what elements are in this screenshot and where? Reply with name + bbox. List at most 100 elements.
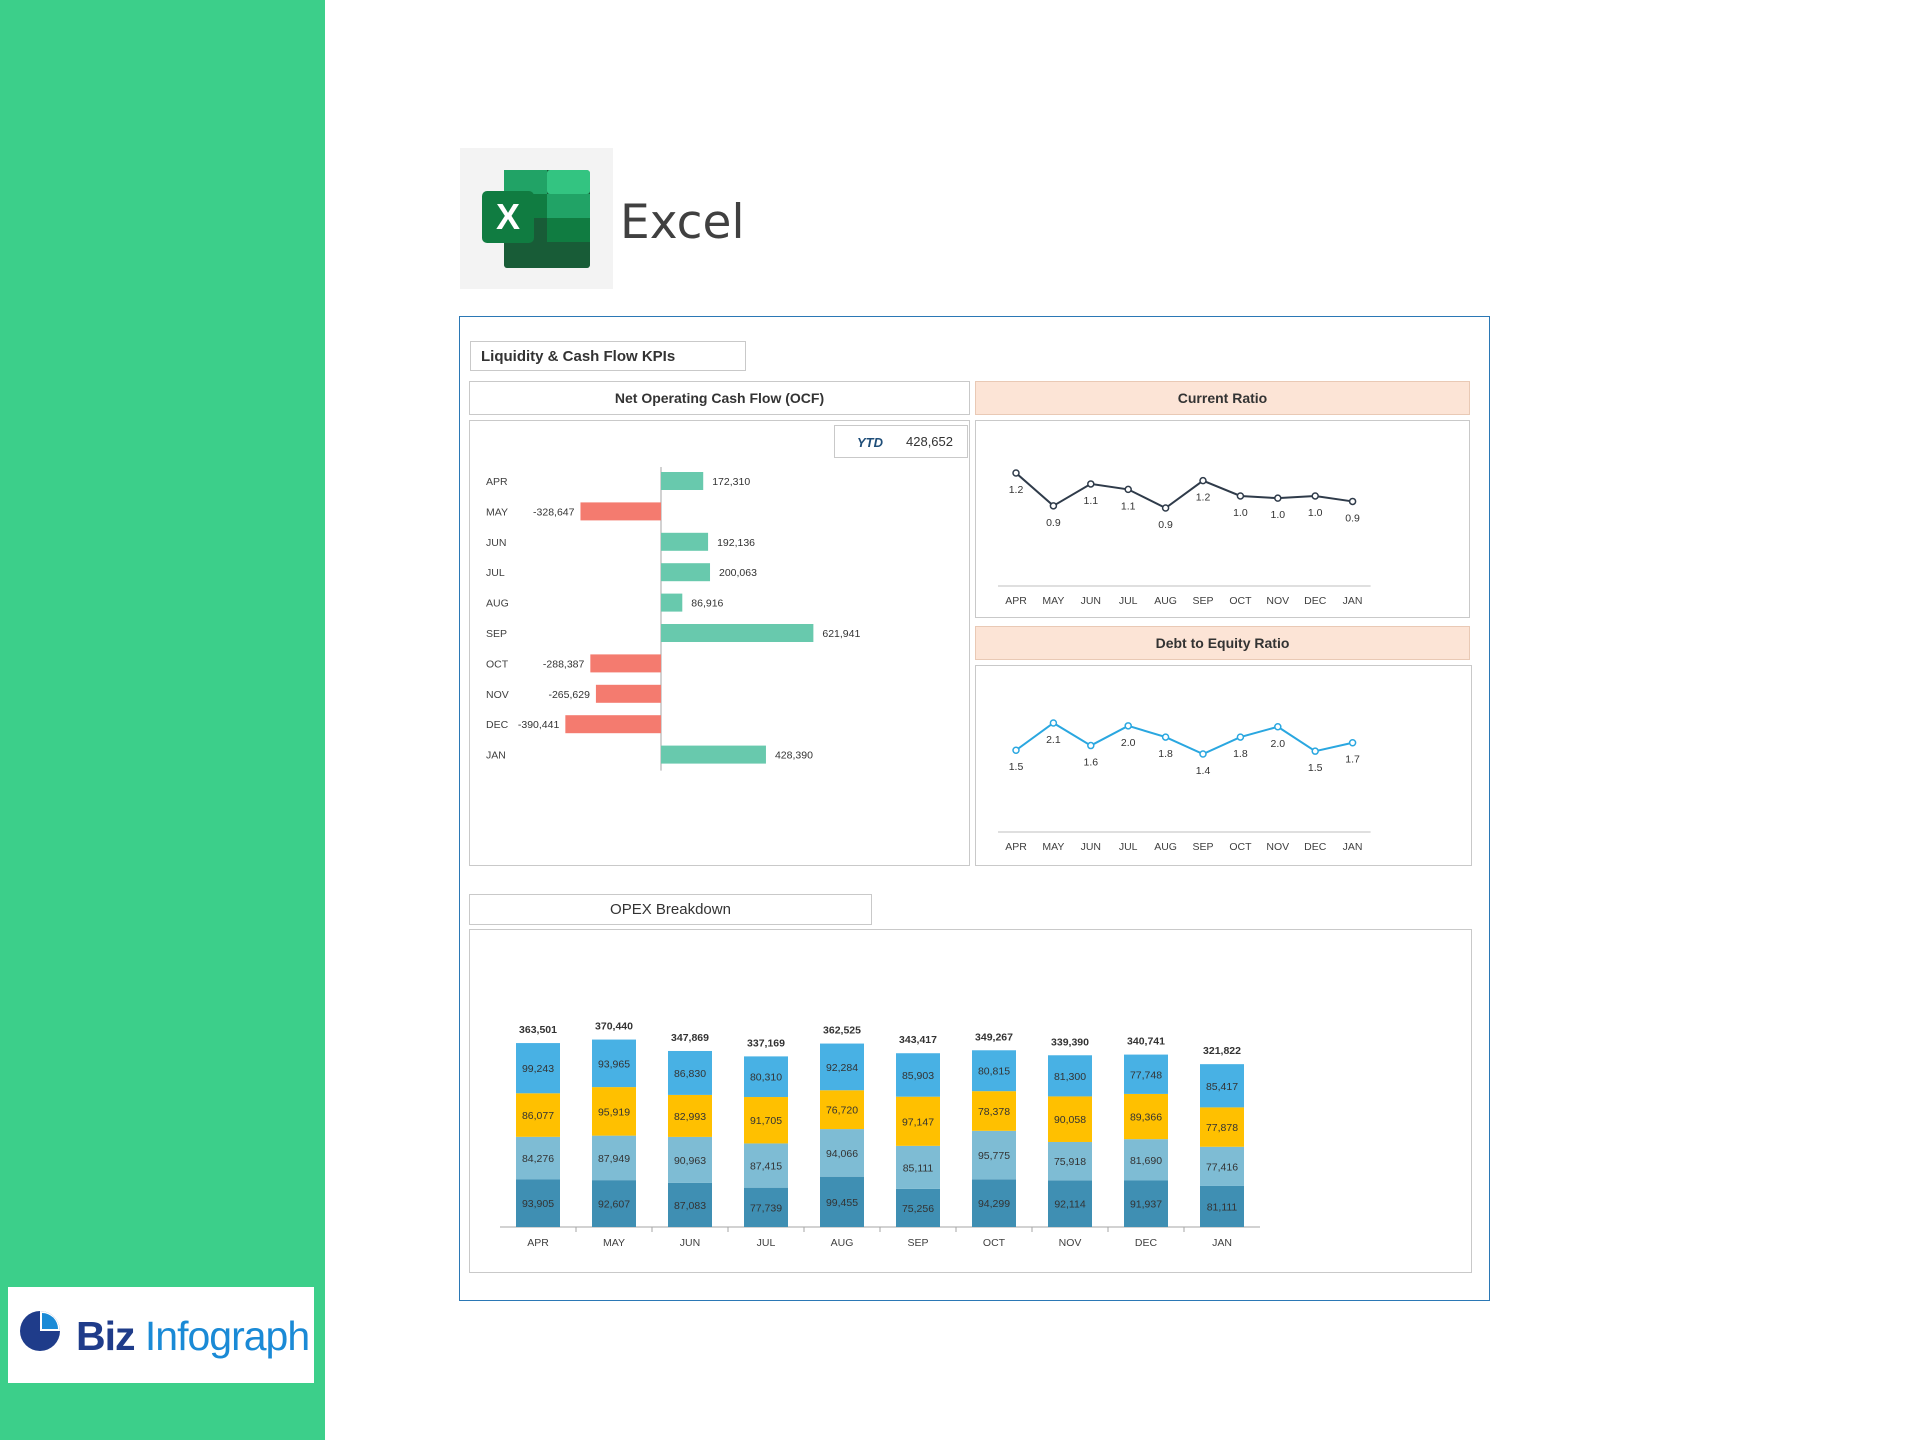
debt-equity-category-label: APR [1005, 841, 1027, 853]
debt-equity-data-label: 2.0 [1270, 738, 1285, 750]
opex-segment-label: 86,830 [674, 1068, 706, 1080]
opex-segment-label: 87,949 [598, 1153, 630, 1165]
debt-equity-category-label: OCT [1229, 841, 1252, 853]
debt-equity-category-label: JAN [1343, 841, 1363, 853]
debt-equity-point-jun [1087, 741, 1095, 750]
opex-total-label: 339,390 [1051, 1036, 1089, 1048]
current-ratio-point-aug [1161, 504, 1170, 512]
brand-name-part2: Infograph [144, 1313, 310, 1359]
opex-segment-label: 77,878 [1206, 1122, 1238, 1134]
debt-equity-data-label: 1.4 [1196, 765, 1211, 777]
current-ratio-category-label: SEP [1192, 595, 1213, 607]
current-ratio-data-label: 1.0 [1233, 507, 1248, 519]
opex-bar-segment-apr-1 [516, 1136, 560, 1180]
biz-infograph-logo: Biz Infograph [8, 1287, 314, 1383]
sidebar [0, 0, 325, 1440]
opex-segment-label: 87,415 [750, 1161, 782, 1173]
ocf-bar-dec [565, 715, 661, 734]
debt-equity-data-label: 1.5 [1009, 761, 1024, 773]
opex-stacked-bar-chart: 93,905 84,276 86,077 99,243 363,501 APR 92,607… [500, 1021, 1260, 1249]
opex-segment-label: 75,256 [902, 1203, 934, 1215]
dashboard-title: Liquidity & Cash Flow KPIs [470, 341, 746, 371]
opex-category-label: DEC [1135, 1237, 1158, 1249]
ocf-category-label: JUL [486, 567, 505, 579]
opex-bar-segment-jan-3 [1200, 1064, 1244, 1108]
current-ratio-point-dec [1311, 492, 1319, 500]
opex-bar-segment-dec-2 [1124, 1093, 1168, 1140]
ocf-data-label: 192,136 [717, 537, 755, 549]
opex-segment-label: 80,310 [750, 1072, 782, 1084]
ocf-chart-panel: YTD 428,652 APR 172,310 MAY -328,647 JUN 192,… [469, 420, 970, 866]
ocf-title: Net Operating Cash Flow (OCF) [469, 381, 970, 415]
opex-bar-segment-dec-0 [1124, 1180, 1168, 1227]
opex-segment-label: 90,058 [1054, 1114, 1086, 1126]
opex-bar-segment-may-0 [592, 1180, 636, 1227]
current-ratio-data-label: 0.9 [1158, 519, 1173, 531]
debt-equity-category-label: JUL [1119, 841, 1138, 853]
ocf-bar-chart: APR 172,310 MAY -328,647 JUN 192,136 JUL 200,06… [486, 467, 860, 771]
opex-title: OPEX Breakdown [469, 894, 872, 925]
opex-segment-label: 91,937 [1130, 1199, 1162, 1211]
opex-total-label: 362,525 [823, 1025, 861, 1037]
opex-bar-segment-nov-0 [1048, 1180, 1092, 1227]
opex-bar-segment-sep-1 [896, 1145, 940, 1189]
opex-total-label: 340,741 [1127, 1036, 1165, 1048]
current-ratio-panel: 1.2 APR 0.9 MAY 1.1 JUN 1.1 JUL 0.9 AUG 1.2 SEP 1.0 O… [975, 420, 1470, 618]
opex-segment-label: 99,243 [522, 1063, 554, 1075]
ocf-data-label: 172,310 [712, 476, 750, 488]
excel-icon: X [482, 170, 590, 268]
opex-segment-label: 81,111 [1207, 1201, 1238, 1213]
ocf-category-label: SEP [486, 628, 507, 640]
opex-bar-segment-oct-1 [972, 1130, 1016, 1180]
current-ratio-data-label: 0.9 [1046, 517, 1061, 529]
ytd-box: YTD 428,652 [834, 425, 968, 458]
current-ratio-data-label: 1.2 [1196, 492, 1211, 504]
opex-total-label: 337,169 [747, 1037, 785, 1049]
opex-bar-segment-aug-1 [820, 1129, 864, 1177]
opex-segment-label: 81,300 [1054, 1071, 1086, 1083]
opex-segment-label: 95,775 [978, 1150, 1010, 1162]
current-ratio-data-label: 1.1 [1121, 500, 1136, 512]
debt-equity-category-label: JUN [1081, 841, 1101, 853]
opex-bar-segment-jan-2 [1200, 1107, 1244, 1147]
ocf-category-label: AUG [486, 598, 509, 610]
ocf-category-label: DEC [486, 719, 509, 731]
opex-segment-label: 85,417 [1206, 1081, 1238, 1093]
opex-bar-segment-nov-2 [1048, 1096, 1092, 1142]
opex-bar-segment-apr-0 [516, 1179, 560, 1227]
current-ratio-category-label: NOV [1266, 595, 1289, 607]
opex-segment-label: 85,903 [902, 1070, 934, 1082]
current-ratio-category-label: JUL [1119, 595, 1138, 607]
debt-equity-series-line [1015, 721, 1353, 756]
opex-bar-segment-nov-1 [1048, 1141, 1092, 1181]
opex-bar-segment-aug-2 [820, 1090, 864, 1130]
opex-bar-segment-jun-3 [668, 1050, 712, 1095]
brand-name-part1: Biz [76, 1313, 135, 1359]
debt-equity-data-label: 1.8 [1158, 748, 1173, 760]
opex-bar-segment-jul-2 [744, 1097, 788, 1144]
opex-segment-label: 94,066 [826, 1148, 858, 1160]
ocf-bar-jan [661, 745, 766, 764]
debt-equity-panel: 1.5 APR 2.1 MAY 1.6 JUN 2.0 JUL 1.8 AUG 1.4 SEP 1.8 O… [975, 665, 1472, 866]
ocf-data-label: -390,441 [518, 719, 560, 731]
opex-segment-label: 99,455 [826, 1197, 858, 1209]
debt-equity-point-sep [1199, 750, 1207, 758]
opex-category-label: MAY [603, 1237, 625, 1249]
opex-segment-label: 93,905 [522, 1198, 554, 1210]
opex-category-label: JUL [757, 1237, 776, 1249]
opex-total-label: 343,417 [899, 1034, 937, 1046]
opex-segment-label: 77,748 [1130, 1069, 1162, 1081]
opex-segment-label: 90,963 [674, 1155, 706, 1167]
opex-segment-label: 80,815 [978, 1066, 1010, 1078]
debt-equity-point-apr [1012, 746, 1020, 754]
opex-bar-segment-may-3 [592, 1039, 636, 1088]
opex-bar-segment-oct-2 [972, 1091, 1016, 1131]
opex-segment-label: 91,705 [750, 1115, 782, 1127]
current-ratio-point-oct [1236, 492, 1245, 500]
debt-equity-point-may [1049, 719, 1058, 727]
pie-logo-icon [20, 1311, 60, 1351]
opex-segment-label: 84,276 [522, 1153, 554, 1165]
opex-segment-label: 82,993 [674, 1111, 706, 1123]
debt-equity-data-label: 2.0 [1121, 737, 1136, 749]
debt-equity-point-nov [1274, 723, 1282, 731]
